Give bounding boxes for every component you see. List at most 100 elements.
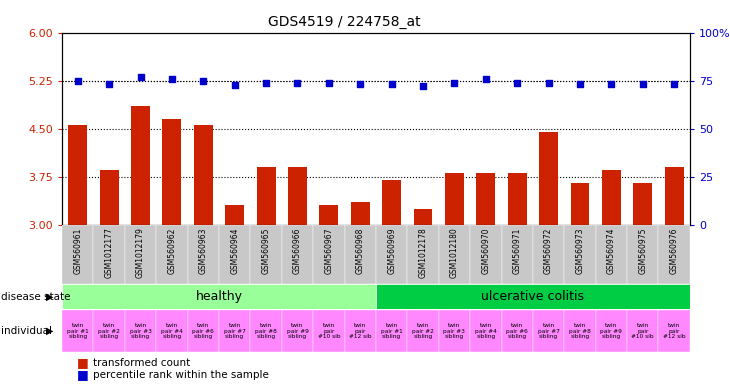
Bar	[564, 225, 596, 284]
Bar	[634, 183, 652, 225]
Bar	[351, 202, 369, 225]
Point	[385, 81, 397, 87]
Point	[134, 74, 146, 81]
Text: GSM560963: GSM560963	[199, 228, 208, 274]
Text: twin
pair #1
sibling: twin pair #1 sibling	[381, 323, 402, 339]
Point	[511, 79, 523, 86]
Text: twin
pair #2
sibling: twin pair #2 sibling	[99, 323, 120, 339]
Bar	[257, 167, 275, 225]
Point	[292, 79, 304, 86]
Point	[197, 78, 210, 84]
Point	[229, 82, 241, 88]
Text: twin
pair
#12 sib: twin pair #12 sib	[349, 323, 372, 339]
Bar	[125, 225, 156, 284]
Bar	[439, 225, 470, 284]
Bar	[502, 310, 533, 353]
Bar	[313, 225, 345, 284]
Text: GSM1012178: GSM1012178	[418, 228, 428, 278]
Text: GSM560974: GSM560974	[607, 228, 616, 274]
Text: GDS4519 / 224758_at: GDS4519 / 224758_at	[268, 15, 421, 29]
Bar	[93, 225, 125, 284]
Point	[418, 83, 429, 89]
Text: ▶: ▶	[46, 291, 53, 302]
Bar	[226, 205, 244, 225]
Bar	[508, 174, 526, 225]
Text: twin
pair
#12 sib: twin pair #12 sib	[663, 323, 685, 339]
Text: twin
pair #3
sibling: twin pair #3 sibling	[444, 323, 465, 339]
Bar	[407, 225, 439, 284]
Point	[72, 78, 84, 84]
Bar	[188, 225, 219, 284]
Text: twin
pair #6
sibling: twin pair #6 sibling	[193, 323, 214, 339]
Bar	[470, 225, 502, 284]
Bar	[376, 225, 407, 284]
Bar	[477, 174, 495, 225]
Bar	[250, 225, 282, 284]
Text: GSM560965: GSM560965	[261, 228, 271, 274]
Text: twin
pair #1
sibling: twin pair #1 sibling	[67, 323, 88, 339]
Text: GSM560971: GSM560971	[512, 228, 522, 274]
Bar	[62, 310, 93, 353]
Bar	[156, 310, 188, 353]
Bar	[163, 119, 181, 225]
Bar	[407, 310, 439, 353]
Bar	[596, 310, 627, 353]
Bar	[219, 225, 250, 284]
Text: twin
pair #7
sibling: twin pair #7 sibling	[538, 323, 559, 339]
Text: twin
pair #3
sibling: twin pair #3 sibling	[130, 323, 151, 339]
Text: ulcerative colitis: ulcerative colitis	[481, 290, 585, 303]
Bar	[439, 310, 470, 353]
Bar	[250, 310, 282, 353]
Text: GSM560966: GSM560966	[293, 228, 302, 274]
Text: GSM560967: GSM560967	[324, 228, 334, 274]
Point	[480, 76, 492, 83]
Bar	[383, 180, 401, 225]
Text: twin
pair #8
sibling: twin pair #8 sibling	[255, 323, 277, 339]
Bar	[188, 310, 219, 353]
Bar	[445, 174, 464, 225]
Bar	[539, 132, 558, 225]
Bar	[665, 167, 683, 225]
Bar	[470, 310, 502, 353]
Point	[355, 81, 366, 87]
Bar	[658, 310, 690, 353]
Text: twin
pair #2
sibling: twin pair #2 sibling	[412, 323, 434, 339]
Bar	[219, 310, 250, 353]
Bar	[62, 225, 93, 284]
Bar	[571, 183, 589, 225]
Bar	[282, 225, 313, 284]
Text: ▶: ▶	[46, 326, 53, 336]
Bar	[602, 170, 620, 225]
Bar	[596, 225, 627, 284]
Bar	[320, 205, 338, 225]
Text: GSM560968: GSM560968	[356, 228, 365, 274]
Text: GSM560973: GSM560973	[575, 228, 585, 274]
Bar	[62, 284, 376, 309]
Bar	[564, 310, 596, 353]
Text: GSM560972: GSM560972	[544, 228, 553, 274]
Text: twin
pair
#10 sib: twin pair #10 sib	[318, 323, 340, 339]
Bar	[627, 225, 658, 284]
Point	[261, 79, 272, 86]
Point	[104, 81, 115, 87]
Text: GSM1012177: GSM1012177	[104, 228, 114, 278]
Bar	[69, 126, 87, 225]
Bar	[658, 225, 690, 284]
Text: disease state: disease state	[1, 291, 70, 302]
Bar	[414, 209, 432, 225]
Bar	[131, 106, 150, 225]
Bar	[533, 310, 564, 353]
Point	[448, 79, 461, 86]
Bar	[125, 310, 156, 353]
Bar	[502, 225, 533, 284]
Text: GSM560976: GSM560976	[669, 228, 679, 274]
Text: twin
pair
#10 sib: twin pair #10 sib	[631, 323, 654, 339]
Text: percentile rank within the sample: percentile rank within the sample	[93, 370, 269, 380]
Point	[323, 79, 334, 86]
Bar	[345, 310, 376, 353]
Point	[543, 79, 555, 86]
Text: GSM1012180: GSM1012180	[450, 228, 459, 278]
Point	[166, 76, 178, 83]
Bar	[288, 167, 307, 225]
Text: GSM1012179: GSM1012179	[136, 228, 145, 278]
